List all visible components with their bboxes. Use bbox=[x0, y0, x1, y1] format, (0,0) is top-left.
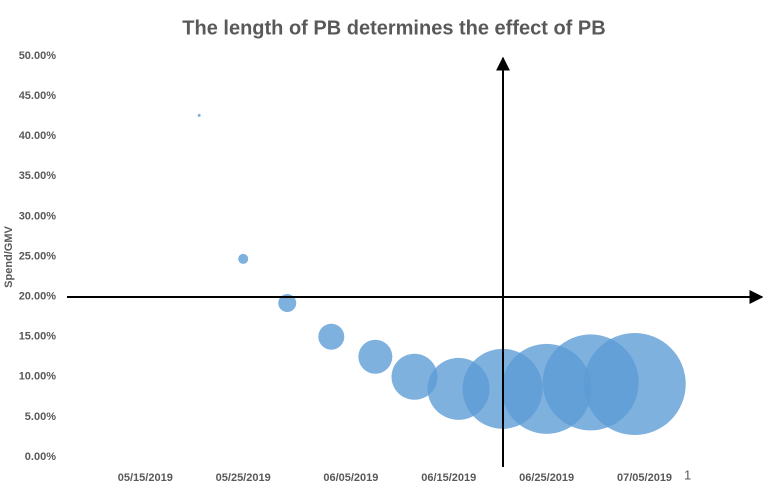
x-tick-label: 06/15/2019 bbox=[421, 472, 476, 484]
x-tick-label: 06/25/2019 bbox=[519, 472, 574, 484]
y-tick-label: 30.00% bbox=[19, 210, 57, 222]
y-tick-label: 5.00% bbox=[25, 411, 56, 423]
y-tick-label: 15.00% bbox=[19, 331, 57, 343]
y-tick-label: 0.00% bbox=[25, 451, 56, 463]
x-tick-label: 05/15/2019 bbox=[118, 472, 173, 484]
y-tick-label: 40.00% bbox=[19, 130, 57, 142]
bubble bbox=[358, 339, 393, 374]
chart-title: The length of PB determines the effect o… bbox=[182, 17, 605, 39]
bubble bbox=[238, 253, 249, 264]
x-tick-label: 06/05/2019 bbox=[323, 472, 378, 484]
bubble bbox=[391, 353, 438, 400]
y-tick-label: 25.00% bbox=[19, 250, 57, 262]
y-tick-label: 50.00% bbox=[19, 50, 57, 62]
bubble bbox=[278, 294, 297, 313]
y-tick-label: 10.00% bbox=[19, 371, 57, 383]
y-axis-label: Spend/GMV bbox=[3, 225, 15, 287]
y-tick-label: 45.00% bbox=[19, 90, 57, 102]
x-tick-label: 07/05/2019 bbox=[617, 472, 672, 484]
annotation: 1 bbox=[684, 467, 691, 482]
y-tick-label: 20.00% bbox=[19, 291, 57, 303]
y-tick-label: 35.00% bbox=[19, 170, 57, 182]
bubble bbox=[318, 323, 345, 350]
bubble bbox=[197, 113, 201, 117]
x-tick-label: 05/25/2019 bbox=[216, 472, 271, 484]
bubble bbox=[583, 333, 686, 436]
